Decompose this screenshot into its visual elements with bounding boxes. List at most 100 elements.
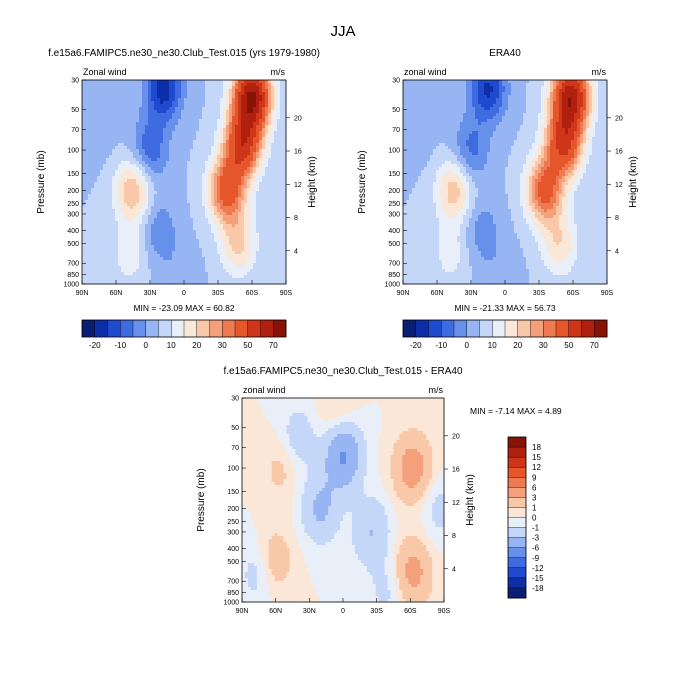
field-cell — [127, 215, 131, 219]
field-cell — [229, 167, 233, 171]
field-cell — [241, 173, 245, 177]
field-cell — [238, 257, 242, 261]
field-cell — [154, 95, 158, 99]
field-cell — [190, 140, 194, 144]
field-cell — [91, 179, 95, 183]
field-cell — [259, 128, 263, 132]
field-cell — [196, 107, 200, 111]
field-cell — [109, 221, 113, 225]
field-cell — [109, 119, 113, 123]
field-cell — [208, 203, 212, 207]
field-cell — [91, 92, 95, 96]
field-cell — [409, 269, 413, 273]
field-cell — [220, 224, 224, 228]
field-cell — [100, 86, 104, 90]
x-tick-label: 60S — [246, 290, 259, 297]
field-cell — [220, 146, 224, 150]
field-cell — [226, 119, 230, 123]
field-cell — [148, 227, 152, 231]
field-cell — [112, 281, 116, 285]
field-cell — [181, 80, 185, 84]
field-cell — [124, 110, 128, 114]
field-cell — [91, 275, 95, 279]
field-cell — [268, 191, 272, 195]
field-cell — [205, 164, 209, 168]
field-cell — [142, 278, 146, 282]
field-cell — [178, 251, 182, 255]
field-cell — [238, 272, 242, 276]
field-cell — [244, 269, 248, 273]
field-cell — [271, 158, 275, 162]
field-cell — [166, 101, 170, 105]
field-cell — [130, 269, 134, 273]
field-cell — [118, 194, 122, 198]
field-cell — [133, 197, 137, 201]
field-cell — [193, 137, 197, 141]
field-cell — [229, 275, 233, 279]
field-cell — [82, 233, 86, 237]
field-cell — [247, 137, 251, 141]
field-cell — [229, 218, 233, 222]
field-cell — [190, 191, 194, 195]
field-cell — [403, 227, 407, 231]
field-cell — [256, 95, 260, 99]
field-cell — [244, 110, 248, 114]
field-cell — [208, 194, 212, 198]
field-cell — [232, 275, 236, 279]
field-cell — [145, 206, 149, 210]
field-cell — [202, 80, 206, 84]
field-cell — [130, 128, 134, 132]
field-cell — [217, 254, 221, 258]
field-cell — [205, 215, 209, 219]
field-cell — [103, 107, 107, 111]
field-cell — [184, 221, 188, 225]
field-cell — [163, 176, 167, 180]
field-cell — [172, 155, 176, 159]
field-cell — [247, 191, 251, 195]
field-cell — [169, 224, 173, 228]
field-cell — [415, 161, 419, 165]
field-cell — [250, 149, 254, 153]
field-cell — [97, 230, 101, 234]
field-cell — [169, 137, 173, 141]
field-cell — [163, 137, 167, 141]
field-cell — [283, 98, 287, 102]
field-cell — [247, 170, 251, 174]
field-cell — [121, 248, 125, 252]
field-cell — [187, 230, 191, 234]
field-cell — [91, 176, 95, 180]
field-cell — [220, 149, 224, 153]
field-cell — [205, 179, 209, 183]
field-cell — [175, 185, 179, 189]
field-cell — [103, 272, 107, 276]
field-cell — [214, 131, 218, 135]
field-cell — [235, 254, 239, 258]
field-cell — [283, 209, 287, 213]
field-cell — [202, 209, 206, 213]
field-cell — [112, 128, 116, 132]
field-cell — [121, 242, 125, 246]
field-cell — [253, 266, 257, 270]
field-cell — [253, 92, 257, 96]
field-cell — [406, 101, 410, 105]
field-cell — [220, 260, 224, 264]
field-cell — [250, 218, 254, 222]
field-cell — [151, 83, 155, 87]
field-cell — [238, 269, 242, 273]
field-cell — [205, 200, 209, 204]
field-cell — [412, 260, 416, 264]
field-cell — [226, 107, 230, 111]
field-cell — [145, 98, 149, 102]
field-cell — [412, 110, 416, 114]
field-cell — [88, 248, 92, 252]
field-cell — [220, 254, 224, 258]
field-cell — [235, 209, 239, 213]
field-cell — [112, 122, 116, 126]
field-cell — [157, 194, 161, 198]
field-cell — [160, 86, 164, 90]
field-cell — [259, 119, 263, 123]
field-cell — [259, 101, 263, 105]
field-cell — [166, 83, 170, 87]
field-cell — [187, 215, 191, 219]
field-cell — [415, 98, 419, 102]
